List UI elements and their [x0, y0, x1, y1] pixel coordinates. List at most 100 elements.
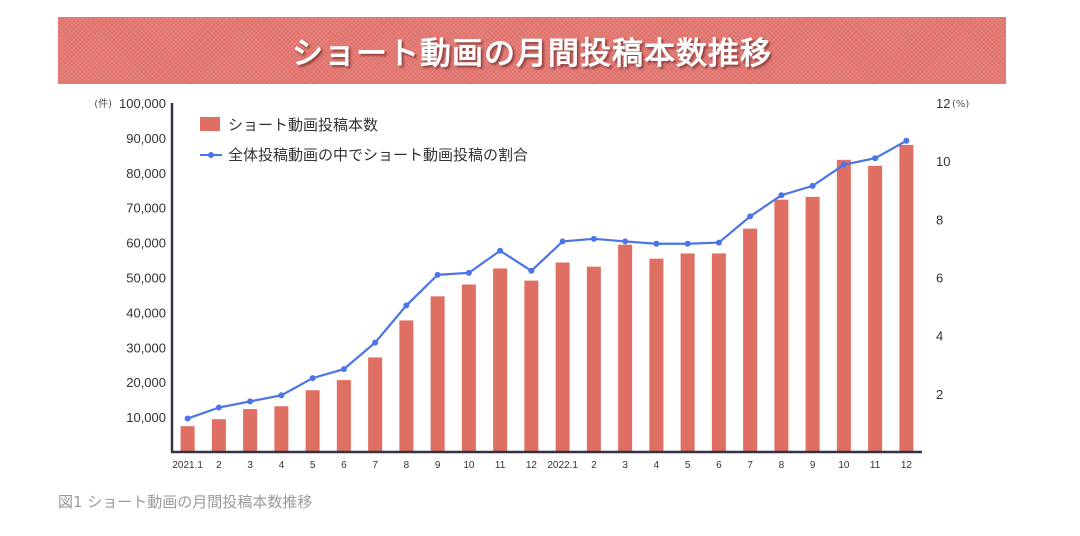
bar-series	[180, 144, 914, 452]
line-point	[715, 239, 722, 246]
line-point	[434, 271, 441, 278]
bar	[805, 196, 820, 452]
left-axis-tick-label: 70,000	[126, 201, 166, 216]
line-point	[465, 269, 472, 276]
x-axis-tick-label: 8	[779, 460, 785, 471]
page-title: ショート動画の月間投稿本数推移	[292, 36, 772, 72]
bar	[586, 266, 601, 452]
line-point	[528, 267, 535, 274]
line-point	[340, 366, 347, 373]
legend-bar-swatch-icon	[200, 117, 220, 131]
left-axis-tick-label: 80,000	[126, 166, 166, 181]
x-axis-tick-label: 7	[372, 460, 378, 471]
left-axis-tick-label: 10,000	[126, 410, 166, 425]
bar	[493, 268, 508, 452]
line-point	[247, 398, 254, 405]
x-axis-tick-label: 5	[685, 460, 691, 471]
bar	[618, 244, 633, 452]
bar	[399, 320, 414, 452]
right-axis-unit: (%)	[952, 99, 969, 110]
legend-bar-label: ショート動画投稿本数	[228, 116, 378, 134]
x-axis-tick-label: 12	[901, 460, 913, 471]
x-axis-tick-label: 4	[654, 460, 660, 471]
bar	[555, 262, 570, 452]
x-axis-tick-label: 6	[716, 460, 722, 471]
line-point	[747, 213, 754, 220]
line-point	[872, 155, 879, 162]
bar	[274, 406, 289, 452]
bar	[743, 228, 758, 452]
line-point	[372, 339, 379, 346]
line-point	[590, 235, 597, 242]
left-axis-tick-label: 20,000	[126, 375, 166, 390]
bar	[680, 253, 695, 452]
title-banner: ショート動画の月間投稿本数推移	[58, 17, 1006, 84]
x-axis-tick-label: 10	[463, 460, 475, 471]
bar	[868, 165, 883, 452]
left-axis-tick-label: 100,000	[119, 96, 166, 111]
left-axis-tick-label: 60,000	[126, 236, 166, 251]
bar	[524, 280, 539, 452]
left-axis-tick-label: 90,000	[126, 131, 166, 146]
x-axis-tick-label: 2	[216, 460, 222, 471]
bar	[430, 296, 445, 452]
x-axis-tick-label: 2	[591, 460, 597, 471]
line-point	[215, 404, 222, 411]
line-point	[903, 137, 910, 144]
x-axis-tick-label: 12	[526, 460, 538, 471]
x-axis-tick-label: 3	[622, 460, 628, 471]
right-axis-tick-label: 12	[936, 96, 950, 111]
x-axis-tick-label: 9	[810, 460, 816, 471]
x-axis-tick-label: 3	[247, 460, 253, 471]
bar	[336, 380, 351, 452]
bar	[368, 357, 383, 452]
line-point	[403, 302, 410, 309]
bar	[836, 159, 851, 452]
x-axis-tick-label: 7	[747, 460, 753, 471]
legend-line-label: 全体投稿動画の中でショート動画投稿の割合	[228, 146, 528, 164]
line-point	[278, 392, 285, 399]
x-axis-tick-label: 9	[435, 460, 441, 471]
left-y-axis: 10,000 20,000 30,000 40,000 50,000 60,000 70,0…	[94, 96, 174, 452]
right-axis-tick-label: 6	[936, 271, 943, 286]
left-axis-tick-label: 40,000	[126, 305, 166, 320]
bar	[243, 409, 258, 452]
line-point	[840, 161, 847, 168]
line-point	[778, 192, 785, 199]
line-point	[809, 182, 816, 189]
right-axis-tick-label: 8	[936, 212, 943, 227]
right-y-axis: 2 4 6 8 10 12 (%)	[936, 96, 969, 402]
bar	[211, 419, 226, 452]
x-axis-tick-label: 6	[341, 460, 347, 471]
x-axis-tick-label: 11	[495, 460, 506, 471]
left-axis-tick-label: 30,000	[126, 340, 166, 355]
x-axis-tick-label: 8	[404, 460, 410, 471]
line-point	[559, 238, 566, 245]
bar	[305, 390, 320, 452]
x-axis-tick-label: 11	[870, 460, 881, 471]
x-axis-tick-label: 10	[838, 460, 850, 471]
chart-legend: ショート動画投稿本数 全体投稿動画の中でショート動画投稿の割合	[200, 116, 528, 164]
figure-caption: 図1 ショート動画の月間投稿本数推移	[58, 493, 313, 511]
line-point	[653, 240, 660, 247]
line-series	[184, 137, 910, 422]
x-axis-tick-label: 2021.1	[172, 460, 203, 471]
line-point	[309, 375, 316, 382]
bar	[899, 144, 914, 452]
line-point	[184, 415, 191, 422]
bar	[711, 253, 726, 452]
line-point	[684, 240, 691, 247]
line-point	[497, 247, 504, 254]
left-axis-unit: (件)	[94, 98, 112, 110]
x-axis-tick-label: 4	[279, 460, 285, 471]
left-axis-tick-label: 50,000	[126, 271, 166, 286]
bar	[774, 199, 789, 452]
x-axis-tick-label: 5	[310, 460, 316, 471]
bar	[649, 258, 664, 452]
bar	[180, 426, 195, 452]
right-axis-tick-label: 2	[936, 387, 943, 402]
right-axis-tick-label: 10	[936, 154, 950, 169]
line-point	[622, 238, 629, 245]
right-axis-tick-label: 4	[936, 329, 943, 344]
